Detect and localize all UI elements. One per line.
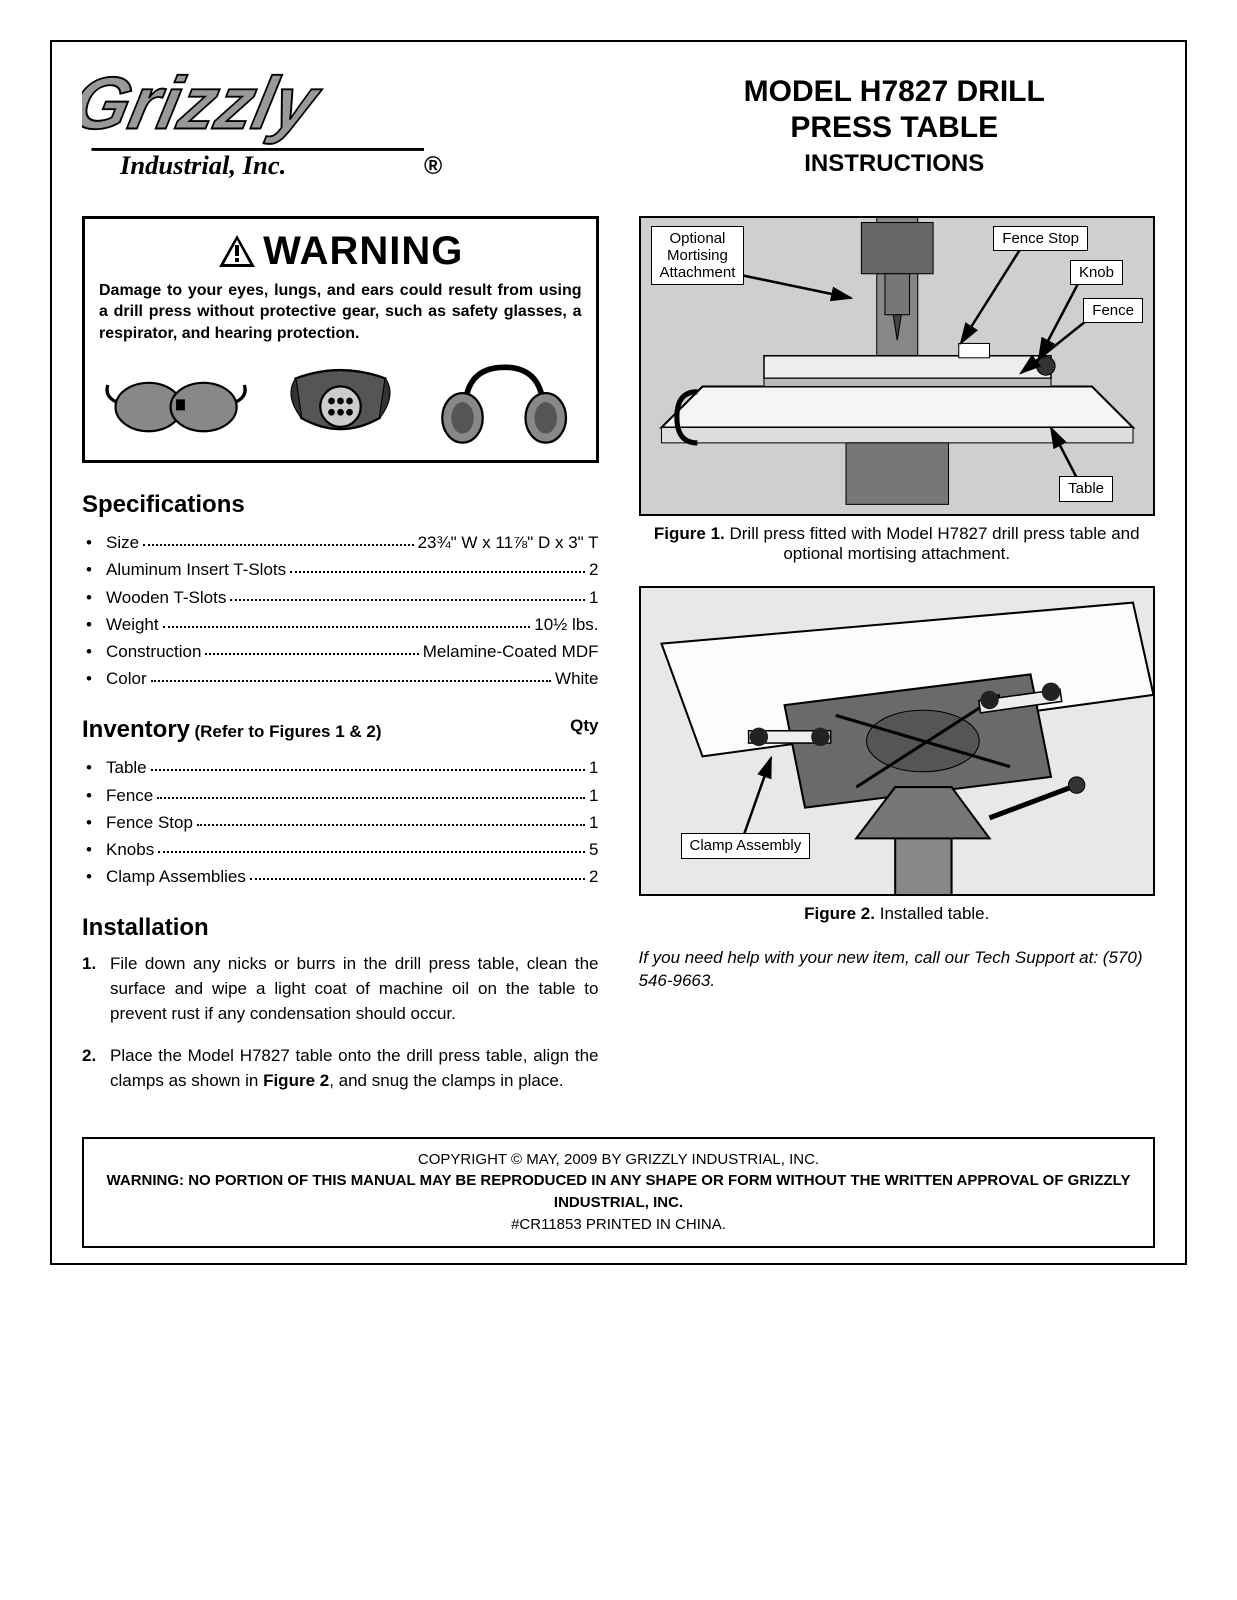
figure-1-caption: Figure 1. Drill press fitted with Model …: [639, 524, 1156, 564]
hearing-protection-icon: [427, 356, 581, 446]
fig1-label-table: Table: [1059, 476, 1113, 501]
svg-text:Industrial, Inc.: Industrial, Inc.: [119, 150, 286, 180]
installation-heading: Installation: [82, 914, 599, 942]
instructions-label: INSTRUCTIONS: [634, 150, 1156, 178]
inventory-item: Fence Stop1: [106, 809, 599, 836]
model-title-line1: MODEL H7827 DRILL: [634, 74, 1156, 110]
spec-item: Aluminum Insert T-Slots2: [106, 556, 599, 583]
inventory-item: Clamp Assemblies2: [106, 863, 599, 890]
spec-item: Wooden T-Slots1: [106, 584, 599, 611]
grizzly-logo-icon: Grizzly Industrial, Inc. ®: [82, 62, 462, 186]
warning-box: WARNING Damage to your eyes, lungs, and …: [82, 216, 599, 464]
inventory-heading-row: Inventory (Refer to Figures 1 & 2) Qty: [82, 716, 599, 744]
fig1-label-mortising: Optional Mortising Attachment: [651, 226, 745, 286]
svg-text:Grizzly: Grizzly: [82, 62, 328, 144]
fig2-caption-bold: Figure 2.: [804, 904, 875, 923]
ppe-row: [99, 356, 582, 446]
fig1-caption-rest: Drill press fitted with Model H7827 dril…: [725, 524, 1140, 563]
footer-box: COPYRIGHT © MAY, 2009 BY GRIZZLY INDUSTR…: [82, 1137, 1155, 1248]
spec-item: ConstructionMelamine-Coated MDF: [106, 638, 599, 665]
fig2-caption-rest: Installed table.: [875, 904, 989, 923]
figure-1-box: Optional Mortising Attachment Fence Stop…: [639, 216, 1156, 516]
fig1-label-fence-stop: Fence Stop: [993, 226, 1088, 251]
fig2-label-clamp: Clamp Assembly: [681, 833, 811, 858]
inventory-qty-label: Qty: [570, 716, 598, 736]
figure-2-caption: Figure 2. Installed table.: [639, 904, 1156, 924]
footer-copyright: COPYRIGHT © MAY, 2009 BY GRIZZLY INDUSTR…: [104, 1149, 1133, 1171]
inventory-heading: Inventory: [82, 716, 190, 743]
installation-list: 1.File down any nicks or burrs in the dr…: [82, 952, 599, 1093]
main-columns: WARNING Damage to your eyes, lungs, and …: [82, 216, 1155, 1112]
page-border: Grizzly Industrial, Inc. ® MODEL H7827 D…: [50, 40, 1187, 1265]
left-column: WARNING Damage to your eyes, lungs, and …: [82, 216, 599, 1112]
logo-area: Grizzly Industrial, Inc. ®: [82, 62, 604, 191]
inventory-item: Table1: [106, 754, 599, 781]
inventory-item: Fence1: [106, 782, 599, 809]
respirator-icon: [263, 356, 417, 446]
specifications-list: Size23¾" W x 11⅞" D x 3" TAluminum Inser…: [82, 529, 599, 692]
warning-title-text: WARNING: [263, 229, 463, 274]
title-area: MODEL H7827 DRILL PRESS TABLE INSTRUCTIO…: [634, 74, 1156, 178]
figure-2-box: Clamp Assembly: [639, 586, 1156, 896]
fig1-label-knob: Knob: [1070, 260, 1123, 285]
model-title-line2: PRESS TABLE: [634, 110, 1156, 146]
install-step: 2.Place the Model H7827 table onto the d…: [110, 1044, 599, 1093]
inventory-item: Knobs5: [106, 836, 599, 863]
right-column: Optional Mortising Attachment Fence Stop…: [639, 216, 1156, 1112]
tech-support-text: If you need help with your new item, cal…: [639, 946, 1156, 994]
warning-triangle-icon: [217, 233, 257, 269]
inventory-list: Table1Fence1Fence Stop1Knobs5Clamp Assem…: [82, 754, 599, 890]
warning-text: Damage to your eyes, lungs, and ears cou…: [99, 280, 582, 345]
spec-item: ColorWhite: [106, 665, 599, 692]
footer-doc-id: #CR11853 PRINTED IN CHINA.: [104, 1214, 1133, 1236]
warning-title: WARNING: [99, 229, 582, 274]
fig1-label-fence: Fence: [1083, 298, 1143, 323]
fig1-caption-bold: Figure 1.: [654, 524, 725, 543]
inventory-refer: (Refer to Figures 1 & 2): [194, 722, 381, 741]
safety-glasses-icon: [99, 356, 253, 446]
header-row: Grizzly Industrial, Inc. ® MODEL H7827 D…: [82, 62, 1155, 191]
install-step: 1.File down any nicks or burrs in the dr…: [110, 952, 599, 1026]
spec-item: Size23¾" W x 11⅞" D x 3" T: [106, 529, 599, 556]
spec-item: Weight10½ lbs.: [106, 611, 599, 638]
specifications-heading: Specifications: [82, 491, 599, 519]
footer-warning: WARNING: NO PORTION OF THIS MANUAL MAY B…: [104, 1170, 1133, 1214]
svg-text:®: ®: [424, 153, 442, 180]
